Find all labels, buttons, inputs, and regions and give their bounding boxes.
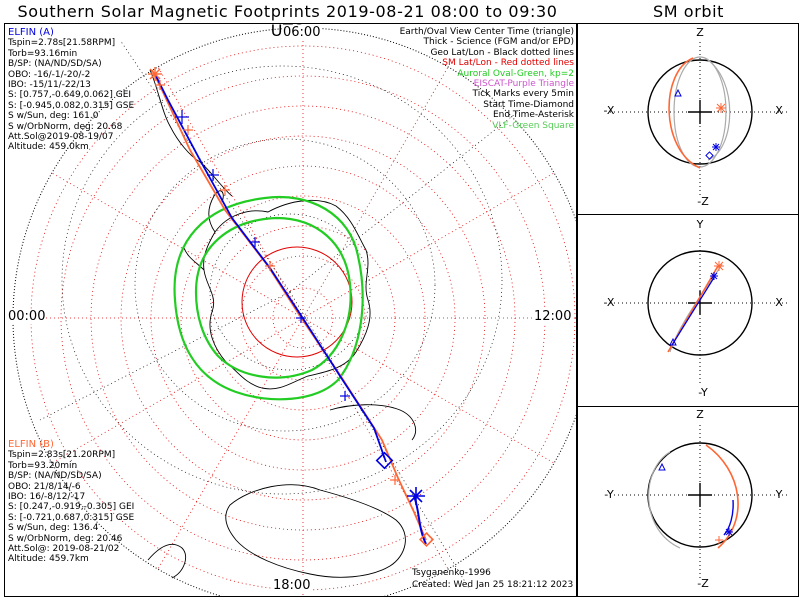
probe-b-line: S: [-0.721,0.687,0.315] GSE [8,512,135,523]
orbit-panel-xy-left-label: -X [603,296,615,309]
legend-item-sm-grid: SM Lat/Lon - Red dotted lines [442,58,574,69]
orbit-panel-xz-top-label: Z [696,26,704,39]
legend-item-auroral-oval: Auroral Oval-Green, kp=2 [457,68,574,79]
elfin-b-end-asterisk [148,67,162,81]
footprint-map-frame [4,23,577,597]
elfin-b-start-diamond [419,532,434,547]
orbit-panel-xz-bottom-label: -Z [697,195,709,208]
orbit-panel-yz-right-label: Y [775,488,783,501]
orbit-panel-xy-plot [610,234,790,386]
south-america-coastline [149,69,416,441]
legend-item-view-center: Earth/Oval View Center Time (triangle) [399,27,574,37]
probe-a-header: ELFIN (A) [8,27,54,38]
probe-b-line: S w/Sun, deg: 136.4 [8,523,99,534]
hour-label-right: 12:00 [533,309,573,324]
model-credit: Tsyganenko-1996 [412,568,491,578]
created-timestamp: Created: Wed Jan 25 18:21:12 2023 [412,580,574,590]
elfin-a-end-asterisk [407,487,425,505]
elfin-b-footprint [151,69,427,541]
probe-b-header: ELFIN (B) [8,439,54,450]
elfin-a-start-diamond [375,451,394,470]
legend-item-tick-marks: Tick Marks every 5min [472,89,574,100]
sm-pole-circle [241,246,353,358]
probe-b-line: Altitude: 459.7km [8,554,89,565]
probe-a-line: Att.Sol@2019-08-19/07 [8,132,114,143]
orbit-panel-xz-right-label: X [775,104,783,117]
probe-a-line: Altitude: 459.0km [8,142,89,153]
probe-a-line: S w/OrbNorm, deg: 20.68 [8,121,123,132]
probe-a-line: S w/Sun, deg: 161.0 [8,111,99,122]
auroral-oval-inner [194,216,352,379]
probe-a-line: S: [0.757,-0.649,0.062] GEI [8,90,132,101]
legend-item-start-time: Start Time-Diamond [483,99,574,110]
orbit-panel-yz-left-label: -Y [604,488,614,501]
legend-item-eiscat: EISCAT-Purple Triangle [473,79,574,90]
probe-b-info: ELFIN (B) Tspin=2.83s[21.20RPM] Torb=93.… [8,439,135,565]
hour-label-bottom: 18:00 [272,578,312,593]
legend-item-geo-grid: Geo Lat/Lon - Black dotted lines [430,47,574,58]
orbit-panel-yz-bottom-label: -Z [697,577,709,590]
probe-a-line: Torb=93.16min [8,48,78,59]
probe-b-line: IBO: 16/-8/12/-17 [8,492,86,503]
probe-b-line: Att.Sol@: 2019-08-21/02 [8,544,120,555]
elfin-a-tick-marks [175,110,350,401]
hour-label-left: 00:00 [7,309,47,324]
orbit-panel-yz-plot [610,425,790,580]
legend-item-science: Thick - Science (FGM and/or EPD) [423,37,574,48]
sm-longitude-lines [13,28,576,596]
orbit-panel-xy-top-label: Y [696,218,704,231]
legend: Earth/Oval View Center Time (triangle) T… [400,27,574,131]
probe-a-line: S: [-0.945,0.082,0.315] GSE [8,100,135,111]
probe-a-line: B/SP: (NA/ND/SD/SA) [8,59,102,70]
geo-grid-lines [39,39,521,591]
probe-a-line: IBO: -15/11/-22/13 [8,80,91,91]
orbit-panel-yz [577,406,799,597]
auroral-oval-outer [173,195,364,401]
probe-b-line: Torb=93.20min [8,460,78,471]
probe-b-line: S: [0.247,-0.919,-0.305] GEI [8,502,135,513]
antarctica-coastline [183,190,371,390]
orbit-panel-xz-left-label: -X [603,104,615,117]
orbit-panel-xy-bottom-label: -Y [698,386,708,399]
orbit-panel-xy-right-label: X [775,296,783,309]
probe-b-line: S w/OrbNorm, deg: 20.46 [8,533,123,544]
australia-coastline [147,484,406,579]
orbit-title: SM orbit [652,2,725,21]
elfin-b-tick-marks [155,80,400,485]
orbit-panel-xz-plot [610,42,790,196]
legend-item-end-time: End Time-Asterisk [492,110,574,121]
hour-label-top: 06:00 [282,25,322,40]
probe-a-info: ELFIN (A) Tspin=2.78s[21.58RPM] Torb=93.… [8,27,135,153]
legend-item-vlf: VLF-Green Square [492,120,574,131]
probe-a-line: OBO: -16/-1/-20/-2 [8,69,91,80]
probe-a-line: Tspin=2.78s[21.58RPM] [8,38,116,49]
probe-b-line: B/SP: (NA/ND/SD/SA) [8,471,102,482]
orbit-panel-yz-top-label: Z [696,408,704,421]
probe-b-line: Tspin=2.83s[21.20RPM] [8,450,116,461]
probe-b-line: OBO: 21/8/14/-6 [8,481,81,492]
